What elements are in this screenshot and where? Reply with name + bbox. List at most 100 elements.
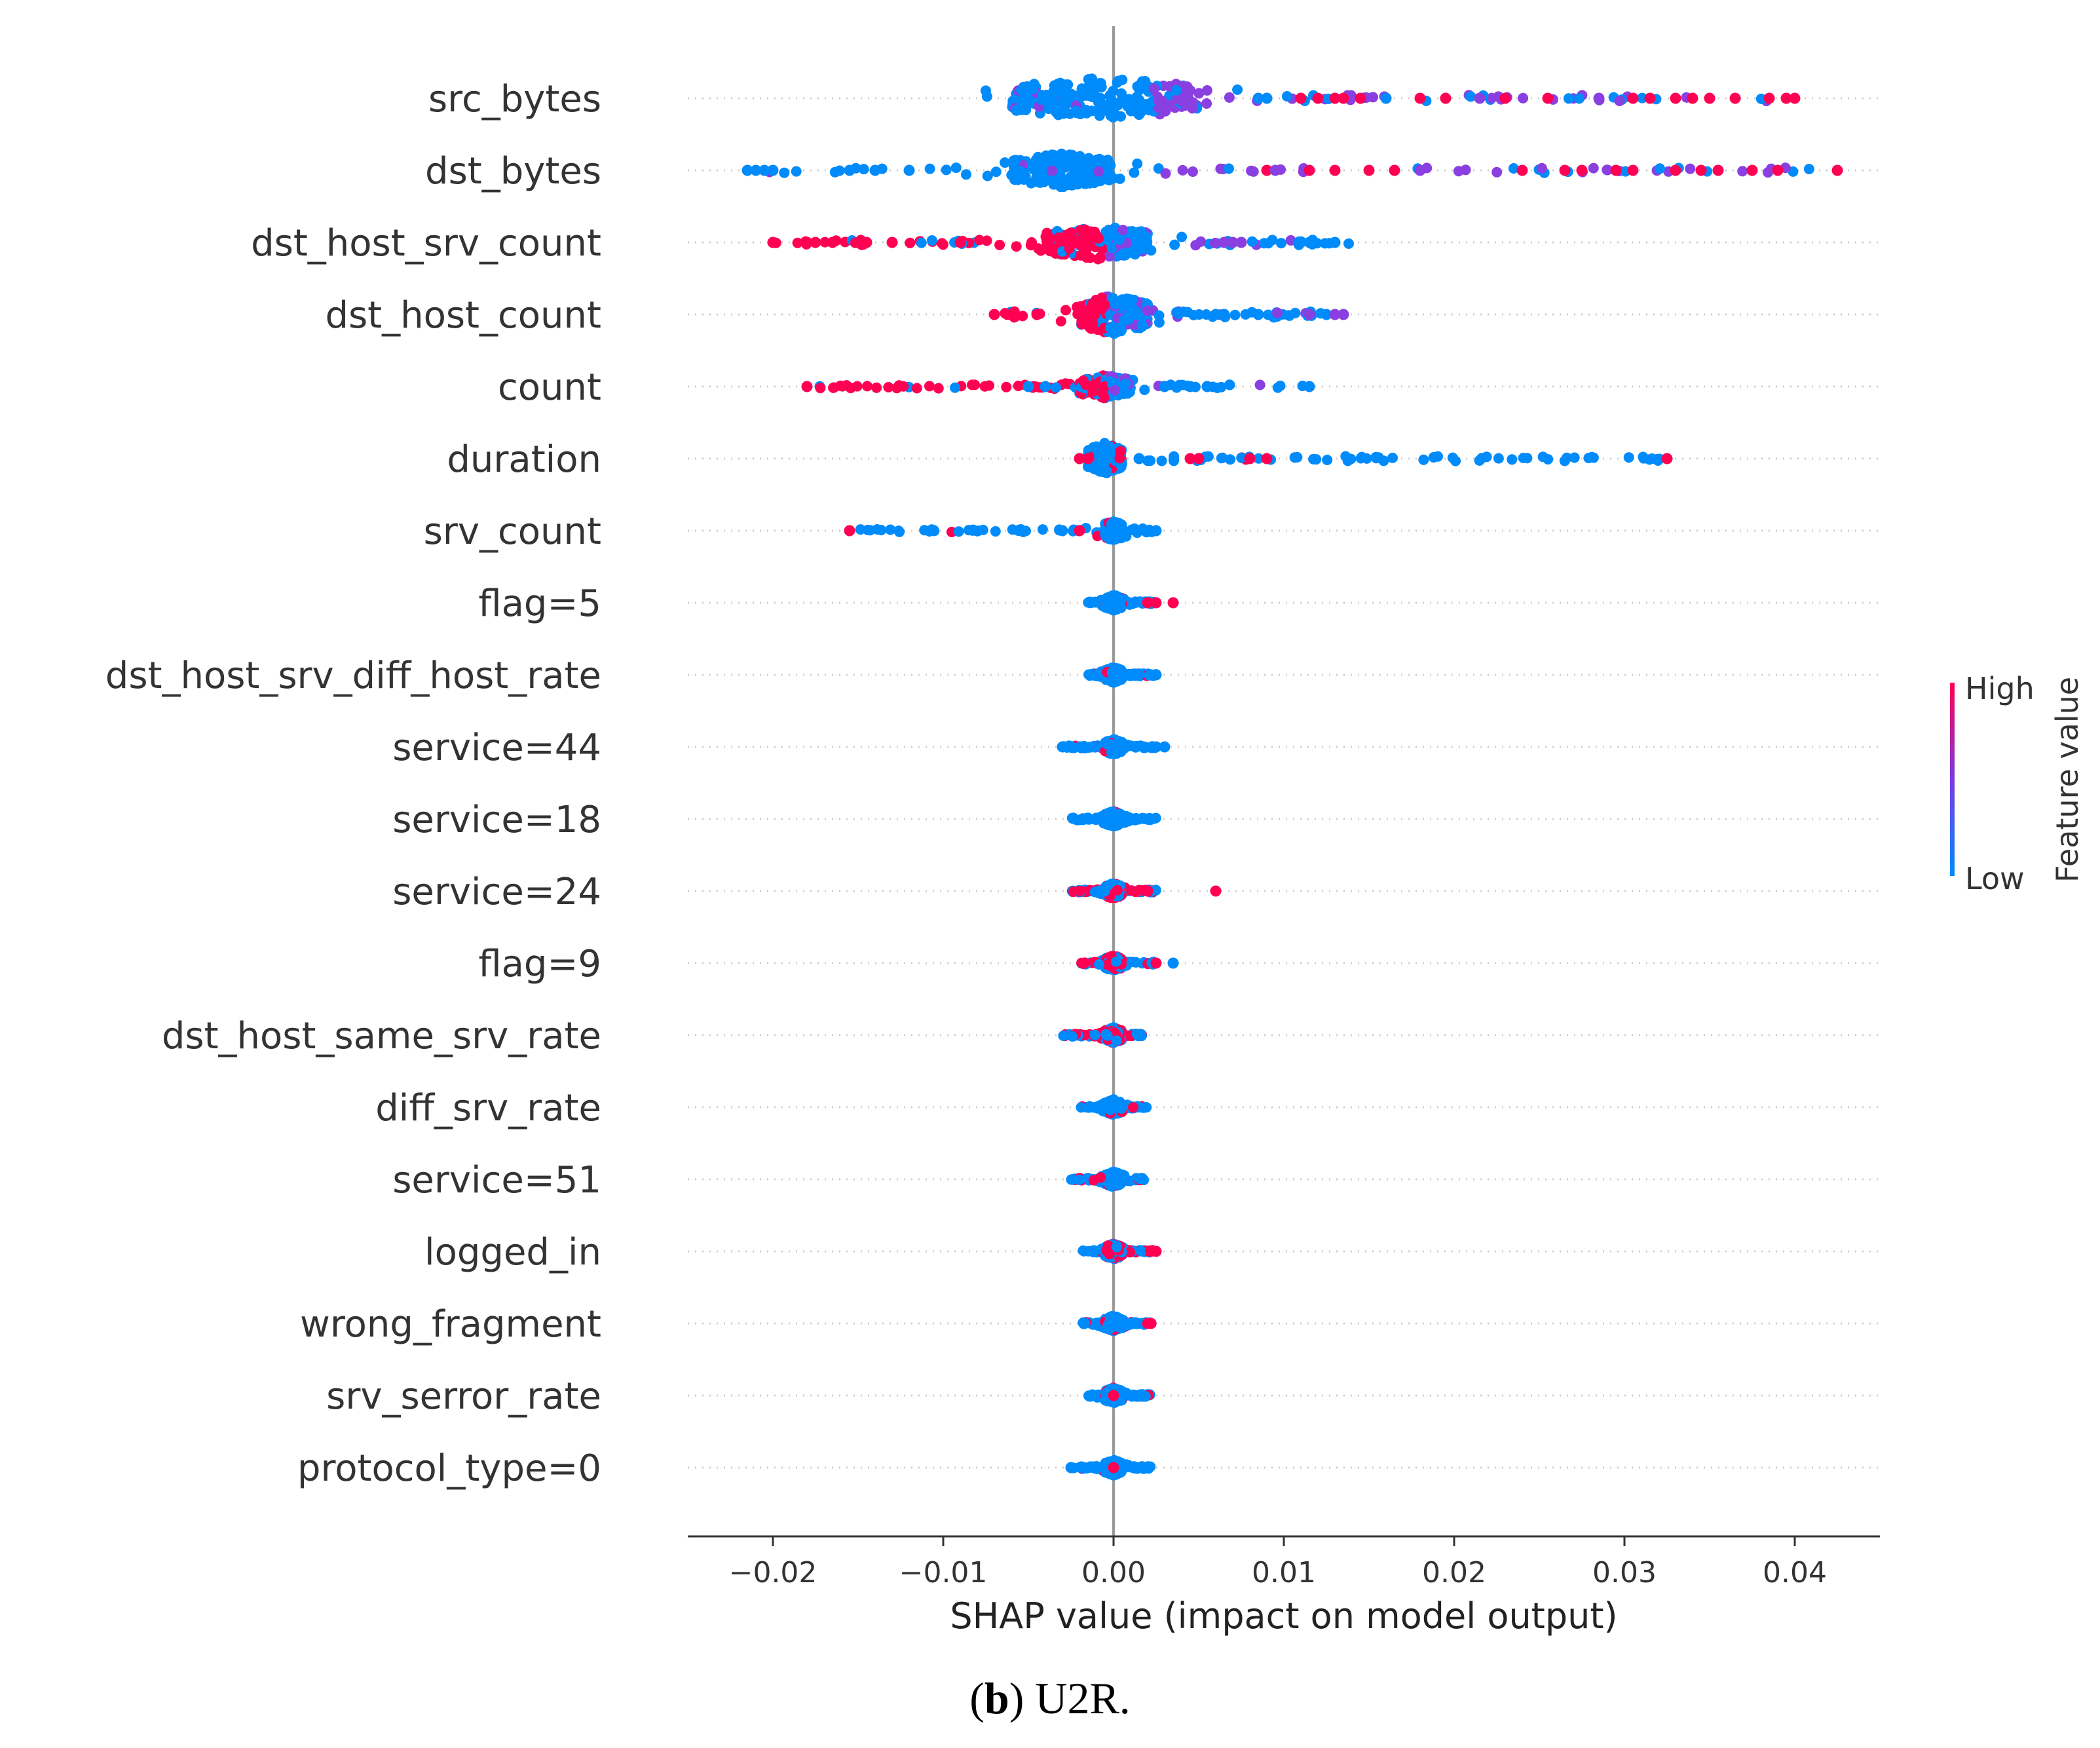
data-point-outlier [827, 237, 838, 248]
data-point-outlier [767, 164, 779, 176]
data-point [1032, 154, 1043, 165]
data-point [1508, 163, 1519, 174]
data-point [1045, 100, 1057, 111]
data-point [1127, 598, 1138, 609]
data-point-outlier [1516, 164, 1528, 176]
data-point [961, 169, 971, 180]
data-point [1104, 738, 1115, 750]
data-point [841, 380, 852, 391]
data-point [1105, 227, 1116, 238]
data-point-outlier [1499, 92, 1511, 104]
data-point [1036, 94, 1047, 105]
data-point [982, 170, 993, 181]
data-point-outlier [1474, 92, 1486, 104]
data-point [1145, 455, 1156, 466]
data-point [937, 239, 948, 250]
data-point [1140, 76, 1151, 86]
data-point [964, 525, 974, 536]
data-point [1169, 239, 1180, 250]
data-point-outlier [1670, 92, 1681, 104]
data-point-outlier [759, 164, 770, 176]
data-point [1146, 245, 1157, 256]
data-point-outlier [1252, 92, 1264, 104]
data-point [1522, 453, 1533, 464]
data-point [1114, 234, 1125, 245]
data-point-outlier [1627, 92, 1639, 104]
data-point [1131, 740, 1142, 751]
data-point [865, 525, 876, 536]
data-point [1803, 164, 1814, 174]
data-point-outlier [1559, 164, 1571, 176]
data-point [1562, 452, 1573, 463]
data-point-outlier [1303, 309, 1315, 320]
data-point [1201, 98, 1212, 109]
data-point [1084, 178, 1095, 189]
data-point-outlier [741, 164, 753, 176]
data-point-outlier [1159, 381, 1171, 392]
data-point [1017, 311, 1028, 322]
data-point [924, 163, 935, 174]
data-point [1104, 809, 1115, 820]
data-point-outlier [954, 237, 966, 248]
data-point [862, 381, 872, 392]
data-point-outlier [1261, 92, 1273, 104]
data-point [1114, 740, 1125, 751]
data-point [1258, 238, 1269, 249]
data-point-outlier [1133, 453, 1145, 465]
data-point [1051, 382, 1062, 393]
data-point [1089, 742, 1100, 753]
data-point [1106, 667, 1117, 678]
data-point [1247, 236, 1258, 247]
data-point [1055, 316, 1066, 327]
data-point-outlier [1005, 309, 1017, 320]
data-point [829, 166, 840, 178]
data-point [1370, 451, 1381, 463]
data-point [1491, 166, 1503, 178]
data-point [1536, 162, 1547, 174]
data-point [1153, 317, 1165, 328]
data-point [1074, 1174, 1085, 1185]
data-point [1094, 959, 1104, 970]
data-point [1139, 385, 1150, 395]
data-point [1093, 233, 1104, 244]
data-point [1653, 455, 1664, 466]
data-point-outlier [1184, 381, 1196, 392]
data-point [1056, 174, 1067, 185]
data-point [1053, 232, 1064, 243]
data-point [1057, 96, 1068, 107]
data-point-outlier [1729, 92, 1741, 104]
data-point [1111, 528, 1122, 539]
data-point [1253, 453, 1264, 464]
data-point-outlier [1022, 381, 1034, 392]
data-point [1130, 228, 1141, 239]
data-point [1066, 1031, 1078, 1042]
data-point-outlier [1201, 381, 1213, 392]
data-point-outlier [810, 237, 821, 248]
data-point-outlier [1670, 164, 1681, 176]
data-point [1685, 163, 1696, 174]
data-point [792, 237, 803, 248]
data-point [1076, 91, 1087, 102]
data-point [1254, 379, 1266, 390]
data-point [1079, 1318, 1091, 1329]
data-point-outlier [1440, 92, 1452, 104]
data-point [1275, 380, 1286, 391]
data-point [1236, 452, 1247, 463]
data-point [1087, 380, 1098, 391]
data-point-outlier [1312, 92, 1324, 104]
data-point [1232, 84, 1243, 95]
data-point [1588, 162, 1599, 174]
data-point-outlier [1389, 164, 1400, 176]
data-point [1122, 248, 1133, 259]
data-point [1122, 311, 1133, 322]
data-point-outlier [1218, 309, 1230, 320]
data-point [1182, 81, 1193, 92]
data-point [1060, 161, 1071, 172]
data-point [1104, 251, 1115, 262]
data-point-outlier [1040, 381, 1051, 392]
data-point-outlier [1542, 92, 1554, 104]
data-point [1130, 886, 1141, 898]
data-point [1537, 451, 1548, 463]
data-point [858, 164, 869, 175]
data-point [1066, 180, 1078, 191]
